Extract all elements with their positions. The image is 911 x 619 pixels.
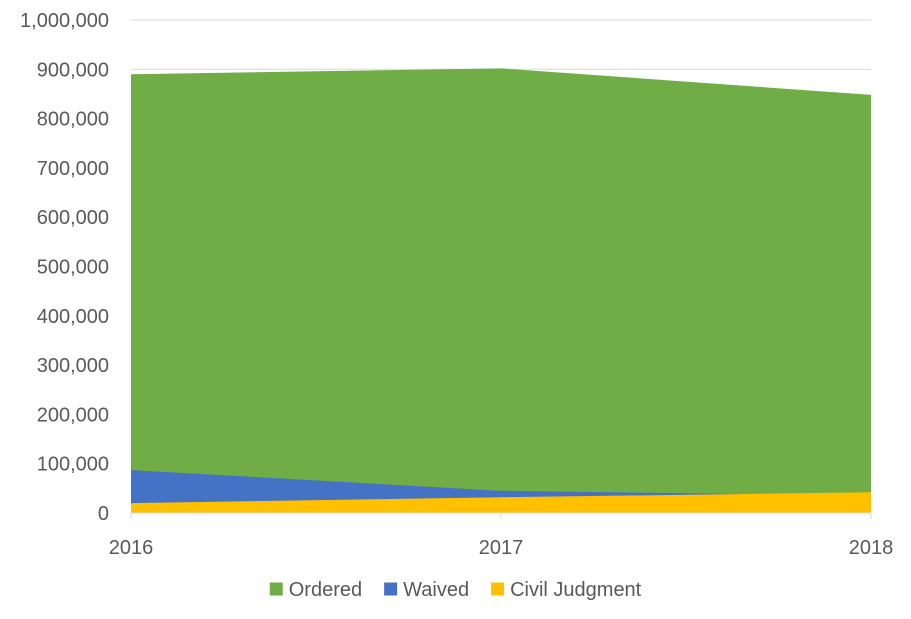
y-axis-tick-labels: 0 100,000 200,000 300,000 400,000 500,000 600,… — [20, 10, 109, 525]
x-tick-label: 2018 — [849, 537, 894, 559]
x-tick-label: 2016 — [109, 537, 154, 559]
legend-swatch-civil-judgment — [491, 582, 505, 596]
y-tick-label: 500,000 — [37, 257, 109, 279]
y-tick-label: 700,000 — [37, 158, 109, 180]
y-tick-label: 900,000 — [37, 59, 109, 81]
y-tick-label: 600,000 — [37, 207, 109, 229]
legend-swatch-ordered — [269, 582, 283, 596]
area-civil-judgment — [131, 492, 871, 513]
y-tick-label: 0 — [98, 503, 109, 525]
x-axis-tick-labels: 2016 2017 2018 — [109, 537, 894, 559]
area-ordered — [131, 68, 871, 514]
y-tick-label: 100,000 — [37, 454, 109, 476]
legend: Ordered Waived Civil Judgment — [269, 579, 642, 601]
y-tick-label: 400,000 — [37, 306, 109, 328]
legend-label-ordered: Ordered — [289, 579, 362, 601]
legend-label-waived: Waived — [403, 579, 469, 601]
y-tick-label: 300,000 — [37, 355, 109, 377]
y-tick-label: 800,000 — [37, 109, 109, 131]
x-tick-label: 2017 — [479, 537, 524, 559]
axes — [130, 512, 872, 519]
area-series — [131, 68, 871, 514]
y-tick-label: 1,000,000 — [20, 10, 109, 32]
legend-swatch-waived — [384, 582, 398, 596]
legend-label-civil-judgment: Civil Judgment — [510, 579, 642, 601]
y-tick-label: 200,000 — [37, 404, 109, 426]
